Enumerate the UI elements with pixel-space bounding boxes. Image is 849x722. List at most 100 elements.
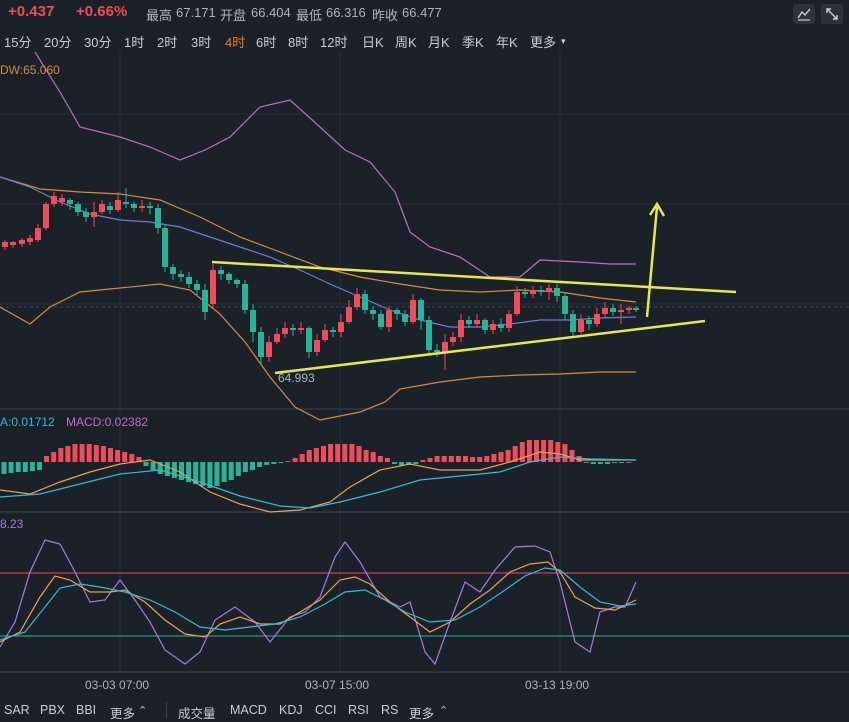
period-tab-8[interactable]: 8时 (288, 35, 309, 50)
macd-bar (434, 456, 440, 462)
macd-bar (477, 457, 483, 462)
overlay-tab-3[interactable]: 更多 (110, 707, 136, 721)
macd-bar (619, 462, 625, 463)
macd-bar (356, 446, 362, 462)
candle-body (162, 228, 168, 267)
macd-bar (115, 450, 121, 462)
moving-average-slow-line (0, 176, 637, 303)
price-chart[interactable]: DW:65.060 64.993 A:0.01712 MACD:0.02382 … (0, 52, 849, 700)
candle-body (218, 270, 224, 274)
indicator-tabs: SAR PBX BBI 更多 成交量 MACD KDJ CCI RSI RS 更多 ⌃ ⌃ (0, 700, 849, 721)
candle-body (506, 314, 512, 328)
candle-body (194, 284, 200, 290)
breakout-arrow-head (648, 201, 666, 217)
oscillator-line-3 (0, 567, 637, 641)
indicator-tab-0[interactable]: 成交量 (178, 707, 216, 721)
period-tab-7[interactable]: 6时 (256, 35, 277, 50)
candle-body (35, 228, 41, 240)
macd-bar (228, 462, 234, 480)
macd-bar (221, 462, 227, 482)
period-tab-2[interactable]: 30分 (84, 35, 112, 50)
bollinger-upper-line (34, 52, 636, 278)
period-tab-10[interactable]: 日K (362, 35, 384, 50)
period-tab-6[interactable]: 4时 (225, 35, 246, 50)
indicator-tab-5[interactable]: RS (381, 703, 399, 717)
open-label: 开盘 (220, 8, 247, 23)
macd-bar (264, 462, 270, 465)
candle-body (578, 320, 584, 332)
candle-body (27, 238, 33, 242)
period-tab-1[interactable]: 20分 (44, 35, 72, 50)
indicator-tab-3[interactable]: CCI (315, 703, 337, 717)
macd-bar (534, 440, 539, 462)
oscillator-label: 8.23 (0, 517, 24, 531)
candle-body (242, 284, 248, 310)
candle-body (378, 314, 384, 327)
macd-bar (342, 444, 348, 462)
tab-separator (166, 702, 167, 718)
candlesticks (2, 188, 639, 370)
candle-body (498, 324, 504, 328)
indicator-tab-2[interactable]: KDJ (279, 703, 303, 717)
draw-tool-button[interactable] (793, 4, 815, 24)
prev-close-label: 昨收 (372, 8, 399, 23)
period-tab-0[interactable]: 15分 (4, 35, 32, 50)
candle-body (546, 288, 552, 292)
high-label: 最高 (146, 8, 173, 23)
macd-bar (512, 446, 518, 462)
macd-bar (441, 456, 447, 462)
period-tab-15[interactable]: 更多 (530, 35, 557, 50)
indicator-tab-4[interactable]: RSI (348, 703, 369, 717)
macd-bar (526, 440, 532, 462)
candle-body (139, 206, 145, 208)
candle-body (147, 206, 153, 208)
period-tab-3[interactable]: 1时 (124, 35, 145, 50)
overlay-tab-1[interactable]: PBX (40, 703, 66, 717)
candle-body (298, 328, 304, 330)
candle-body (91, 212, 97, 217)
candle-body (210, 270, 216, 304)
macd-bar (200, 462, 206, 486)
indicator-tab-6[interactable]: 更多 (409, 707, 435, 721)
macd-bar (541, 440, 547, 462)
period-tab-12[interactable]: 月K (428, 35, 450, 50)
macd-bar (555, 442, 561, 462)
macd-bar (214, 462, 220, 486)
chevron-up-icon: ⌃ (138, 705, 148, 717)
period-tab-4[interactable]: 2时 (157, 35, 178, 50)
period-tab-13[interactable]: 季K (462, 35, 484, 50)
macd-bar (413, 462, 419, 464)
candle-body (482, 320, 488, 330)
period-tab-5[interactable]: 3时 (191, 35, 212, 50)
fullscreen-button[interactable] (821, 4, 843, 24)
period-tab-11[interactable]: 周K (395, 35, 417, 50)
candle-body (170, 267, 176, 274)
overlay-tab-2[interactable]: BBI (76, 703, 97, 717)
candle-body (75, 204, 81, 212)
overlay-tab-0[interactable]: SAR (4, 703, 30, 717)
oscillator-line-1 (0, 539, 637, 666)
macd-bar (122, 452, 128, 462)
candle-body (594, 314, 600, 324)
toolbar (793, 4, 843, 24)
expand-icon (826, 8, 838, 20)
candle-body (402, 314, 408, 322)
macd-bar (257, 462, 263, 467)
candle-body (51, 196, 57, 204)
indicator-tab-1[interactable]: MACD (230, 703, 267, 717)
quote-header: +0.437 +0.66% 最高 67.171 开盘 66.404 最低 66.… (0, 0, 849, 28)
period-tab-14[interactable]: 年K (496, 35, 518, 50)
macd-bar (455, 456, 461, 462)
macd-bar (363, 450, 369, 462)
macd-bar (164, 462, 170, 476)
macd-bar (583, 462, 589, 463)
period-tab-9[interactable]: 12时 (320, 35, 348, 50)
candle-body (202, 290, 208, 312)
macd-bar (612, 462, 618, 463)
chart-grid (0, 52, 849, 672)
candle-body (394, 310, 400, 314)
x-tick-2: 03-07 15:00 (305, 678, 369, 692)
macd-label-a: A:0.01712 (0, 415, 55, 429)
min-price-label: 64.993 (278, 371, 315, 385)
candle-body (2, 242, 8, 247)
